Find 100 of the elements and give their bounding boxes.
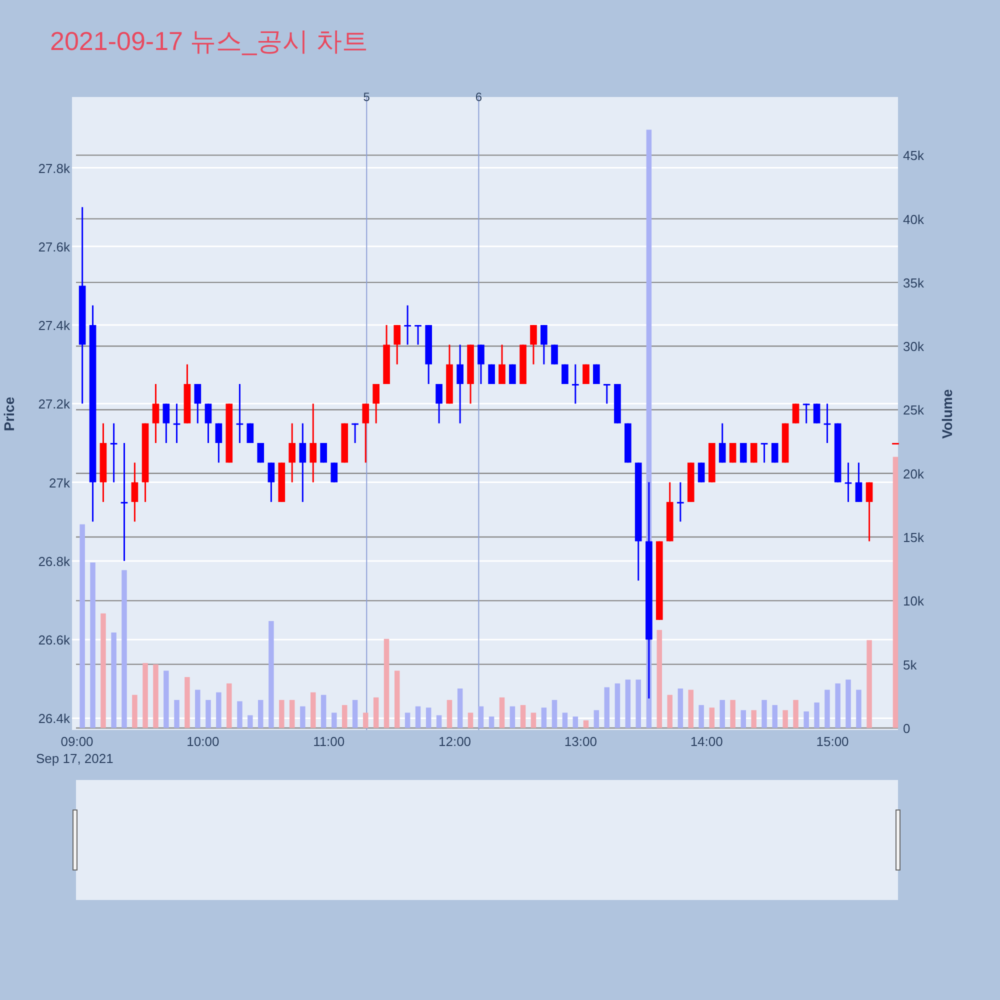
candlestick bbox=[268, 462, 275, 503]
bar bbox=[195, 690, 200, 728]
bar bbox=[237, 701, 242, 728]
candlestick bbox=[394, 324, 401, 366]
candlestick bbox=[246, 422, 254, 444]
candlestick bbox=[478, 344, 484, 385]
bar bbox=[709, 708, 715, 728]
bar bbox=[153, 664, 158, 728]
bar bbox=[510, 706, 516, 728]
y-tick-label: 26.8k bbox=[38, 554, 70, 569]
candlestick bbox=[792, 402, 800, 424]
bar bbox=[866, 640, 872, 728]
bar bbox=[562, 712, 568, 728]
bar bbox=[488, 716, 494, 728]
candlestick bbox=[310, 402, 317, 484]
y2-tick-label: 40k bbox=[903, 212, 924, 227]
bar bbox=[625, 680, 631, 728]
bar bbox=[762, 700, 767, 728]
candlestick bbox=[530, 324, 537, 366]
bar bbox=[206, 700, 211, 728]
bar bbox=[310, 692, 316, 728]
bar bbox=[446, 700, 452, 728]
bar bbox=[720, 700, 725, 728]
bar bbox=[352, 700, 358, 728]
y-tick-label: 27.4k bbox=[38, 318, 70, 334]
candlestick bbox=[813, 402, 820, 424]
candlestick bbox=[162, 402, 170, 444]
bar bbox=[268, 621, 274, 728]
candlestick bbox=[120, 442, 128, 562]
bar bbox=[772, 705, 778, 728]
annotation: 5 bbox=[363, 90, 370, 104]
y2-tick-label: 15k bbox=[903, 530, 924, 546]
candlestick bbox=[456, 344, 464, 424]
bar bbox=[436, 715, 442, 728]
y-tick-label: 27.6k bbox=[38, 239, 70, 254]
bar bbox=[478, 706, 484, 728]
bar bbox=[142, 663, 148, 728]
candlestick bbox=[866, 482, 873, 542]
bar bbox=[604, 687, 610, 728]
candlestick bbox=[760, 442, 768, 464]
y2-tick-label: 0 bbox=[903, 720, 910, 736]
bar bbox=[373, 697, 379, 728]
bar bbox=[824, 690, 830, 728]
candlestick bbox=[131, 462, 138, 522]
bar bbox=[846, 680, 851, 728]
bar bbox=[184, 677, 190, 728]
bar bbox=[132, 694, 138, 728]
y2-tick-label: 20k bbox=[903, 466, 924, 482]
candlestick bbox=[572, 364, 579, 404]
y2-tick-label: 35k bbox=[903, 275, 924, 290]
bar bbox=[552, 700, 558, 728]
candlestick bbox=[698, 462, 705, 484]
candlestick bbox=[603, 383, 610, 404]
candlestick bbox=[824, 402, 831, 444]
y-tick-label: 27.2k bbox=[38, 396, 70, 412]
bar bbox=[342, 705, 348, 728]
bar bbox=[164, 670, 169, 728]
bar bbox=[394, 670, 400, 728]
x-tick-label: 09:00 bbox=[60, 734, 94, 749]
bar bbox=[583, 720, 589, 728]
x-tick-label: 14:00 bbox=[690, 734, 723, 749]
bar bbox=[751, 710, 756, 728]
candlestick bbox=[362, 402, 370, 464]
y-tick-label: 26.6k bbox=[38, 632, 70, 648]
candlestick bbox=[173, 402, 180, 444]
bar bbox=[541, 708, 547, 728]
candlestick bbox=[540, 324, 548, 366]
candlestick bbox=[194, 383, 202, 424]
candlestick bbox=[498, 344, 506, 385]
bar bbox=[279, 700, 284, 728]
y2-tick-label: 5k bbox=[903, 657, 918, 672]
candlestick bbox=[802, 402, 810, 424]
candlestick bbox=[204, 402, 212, 444]
bar bbox=[730, 700, 736, 728]
x-tick-label: 12:00 bbox=[438, 734, 472, 749]
bar bbox=[320, 694, 326, 728]
candlestick bbox=[215, 422, 222, 464]
bar bbox=[856, 690, 862, 728]
bar bbox=[520, 705, 526, 728]
bar bbox=[892, 456, 898, 728]
bar bbox=[572, 716, 578, 728]
candlestick bbox=[404, 304, 411, 346]
text: Sep 17, 2021 bbox=[36, 751, 114, 766]
annotation: 6 bbox=[475, 90, 482, 104]
x-tick-label: 11:00 bbox=[313, 734, 345, 749]
candlestick bbox=[288, 422, 296, 484]
bar bbox=[698, 705, 704, 728]
bar bbox=[248, 715, 253, 728]
bar bbox=[80, 524, 85, 728]
candlestick bbox=[436, 383, 442, 424]
candlestick bbox=[236, 383, 244, 444]
bar bbox=[468, 712, 474, 728]
bar bbox=[122, 570, 127, 728]
bar bbox=[678, 688, 684, 728]
x-tick-label: 15:00 bbox=[816, 734, 849, 749]
chart-title: 2021-09-17 뉴스_공시 차트 bbox=[50, 26, 368, 56]
bar bbox=[457, 688, 463, 728]
bar bbox=[226, 683, 232, 728]
candlestick bbox=[152, 383, 160, 444]
bar bbox=[111, 632, 116, 728]
